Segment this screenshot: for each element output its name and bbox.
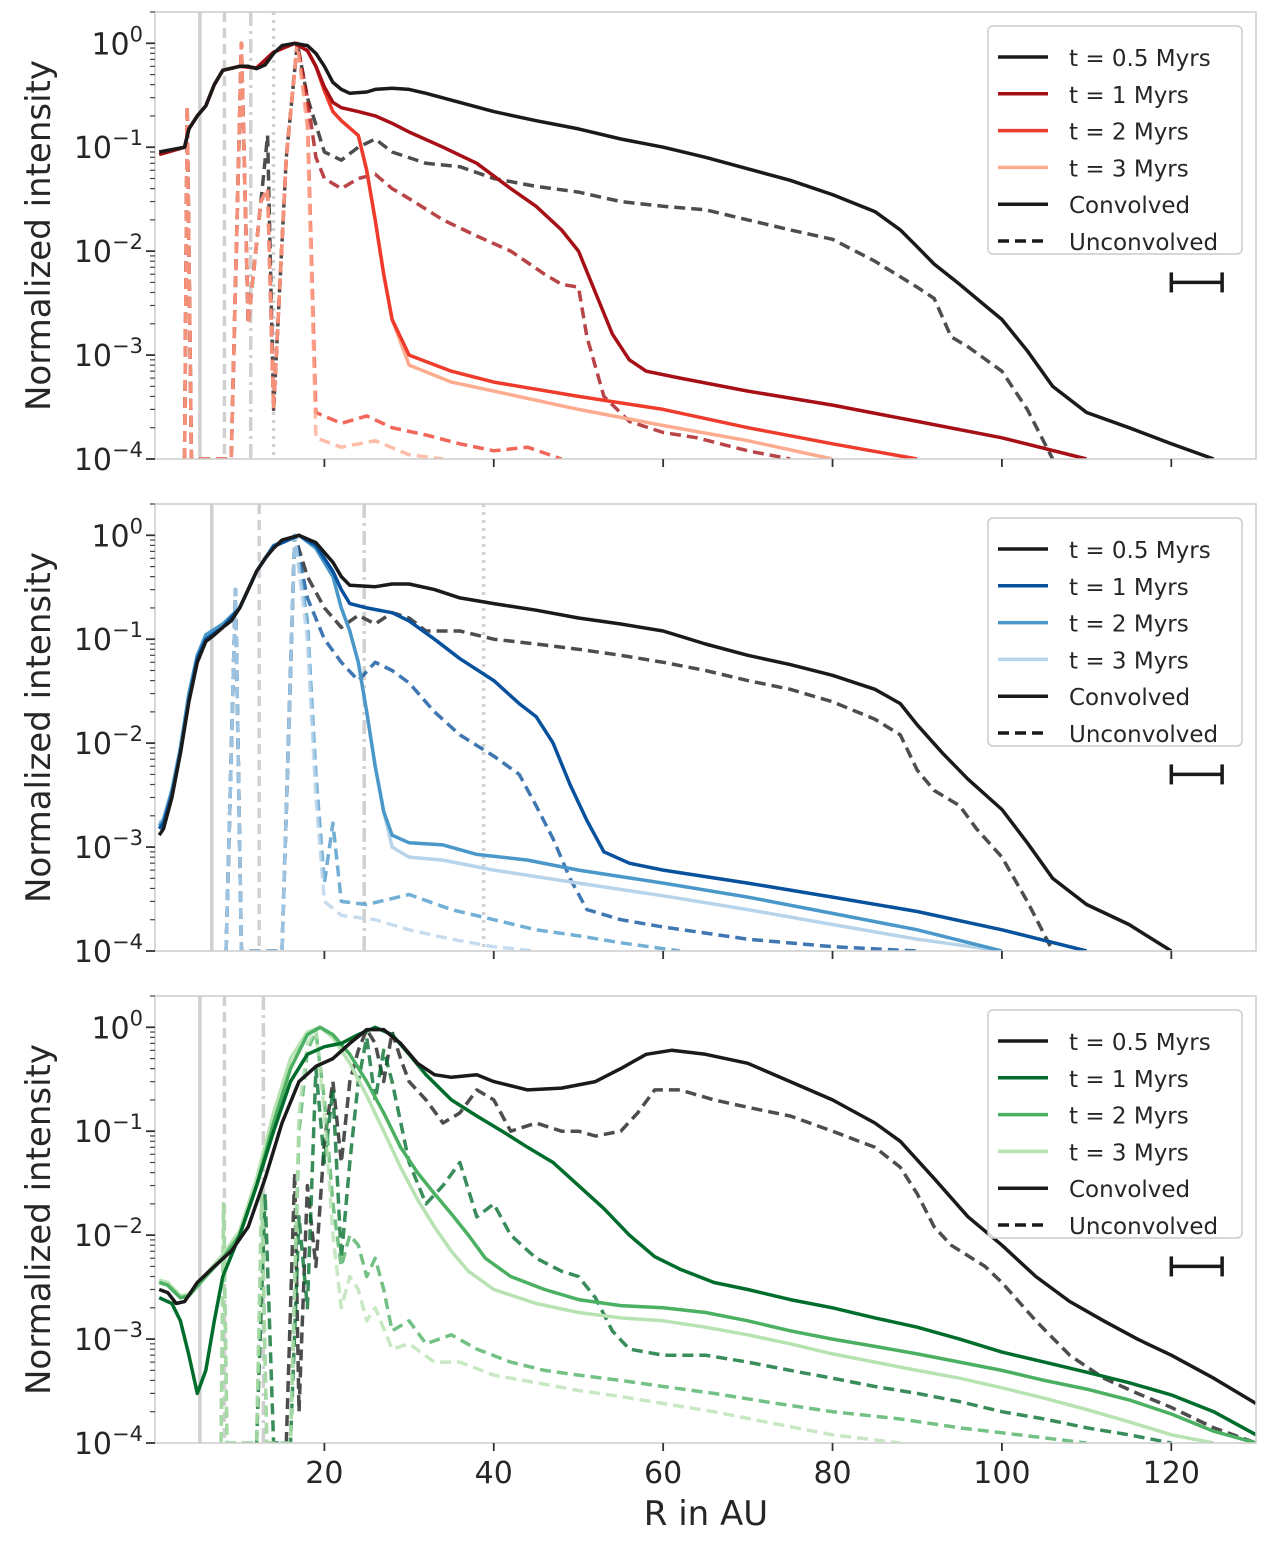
legend-entry: t = 2 Myrs (1069, 1104, 1189, 1130)
legend-entry: t = 1 Myrs (1069, 83, 1189, 109)
x-tick-label: 40 (475, 1456, 513, 1491)
panel-middle: 100 10−1 10−2 10−3 10−4 Normalized intensity t… (19, 503, 1257, 970)
legend-entry: t = 1 Myrs (1069, 1067, 1189, 1093)
panel-top: 100 10−1 10−2 10−3 10−4 Normalized intensity t… (19, 11, 1257, 478)
unconvolved-series-0 (224, 533, 1055, 951)
convolved-series-0 (157, 533, 1173, 951)
plot-area (158, 1025, 1256, 1443)
legend: t = 0.5 Myrs t = 1 Myrs t = 2 Myrs t = 3 My… (987, 25, 1243, 256)
y-tick-label: 10−1 (74, 618, 143, 658)
unconvolved-series-1 (254, 1035, 1172, 1443)
legend-entry: t = 3 Myrs (1069, 1140, 1189, 1166)
convolved-series-1 (158, 41, 1088, 459)
y-tick-label: 10−3 (74, 1318, 143, 1358)
y-tick-label: 100 (91, 1006, 143, 1046)
unconvolved-series-1 (224, 533, 918, 951)
plot-area (158, 41, 1215, 459)
y-axis-label: Normalized intensity (19, 60, 59, 411)
y-tick-label: 10−2 (74, 1214, 143, 1254)
legend-entry: Unconvolved (1069, 722, 1218, 748)
legend-entry: t = 2 Myrs (1069, 120, 1189, 146)
convolved-series-0 (158, 41, 1215, 459)
legend: t = 0.5 Myrs t = 1 Myrs t = 2 Myrs t = 3 My… (987, 1009, 1243, 1240)
axes-frame (154, 11, 1257, 460)
x-axis-label: R in AU (644, 1494, 768, 1534)
legend-entry: t = 3 Myrs (1069, 156, 1189, 182)
legend-entry: Unconvolved (1069, 1214, 1218, 1240)
plot-area (157, 533, 1173, 951)
unconvolved-series-0 (182, 41, 1055, 459)
y-minor-ticks (150, 995, 155, 1413)
legend-entry: Convolved (1069, 193, 1190, 219)
y-tick-label: 100 (91, 22, 143, 62)
x-tick-label: 60 (644, 1456, 682, 1491)
unconvolved-series-3 (219, 1027, 901, 1443)
legend-entry: t = 1 Myrs (1069, 575, 1189, 601)
y-axis-label: Normalized intensity (19, 552, 59, 903)
y-minor-ticks (150, 503, 155, 921)
unconvolved-series-2 (224, 533, 681, 951)
legend-entry: t = 2 Myrs (1069, 612, 1189, 638)
legend-entry: t = 0.5 Myrs (1069, 538, 1211, 564)
x-tick-label: 20 (305, 1456, 343, 1491)
convolved-series-0 (158, 1027, 1256, 1406)
convolved-series-3 (158, 41, 833, 459)
y-tick-label: 10−4 (74, 438, 143, 478)
y-tick-label: 10−3 (74, 334, 143, 374)
legend-entry: t = 0.5 Myrs (1069, 1030, 1211, 1056)
legend-entry: t = 3 Myrs (1069, 648, 1189, 674)
y-tick-label: 10−1 (74, 126, 143, 166)
legend-entry: Unconvolved (1069, 230, 1218, 256)
y-tick-label: 10−3 (74, 826, 143, 866)
convolved-series-1 (158, 1025, 1256, 1437)
y-tick-label: 10−2 (74, 722, 143, 762)
legend-entry: Convolved (1069, 1177, 1190, 1203)
y-tick-label: 100 (91, 514, 143, 554)
y-tick-label: 10−1 (74, 1110, 143, 1150)
unconvolved-series-2 (219, 1030, 1087, 1443)
y-axis-label: Normalized intensity (19, 1044, 59, 1395)
unconvolved-series-1 (182, 41, 791, 459)
panel-bottom: 100 10−1 10−2 10−3 10−4 20 40 60 80 100 120 Normali… (19, 995, 1257, 1491)
x-tick-label: 100 (973, 1456, 1030, 1491)
y-tick-label: 10−2 (74, 230, 143, 270)
beam-size-bar (1169, 1256, 1224, 1277)
unconvolved-series-3 (224, 533, 537, 951)
beam-size-bar (1169, 764, 1224, 785)
beam-size-bar (1169, 272, 1224, 293)
y-minor-ticks (150, 11, 155, 429)
legend-entry: t = 0.5 Myrs (1069, 46, 1211, 72)
legend: t = 0.5 Myrs t = 1 Myrs t = 2 Myrs t = 3 My… (987, 517, 1243, 748)
y-tick-label: 10−4 (74, 1422, 143, 1462)
axes-frame (154, 995, 1257, 1444)
unconvolved-series-0 (284, 1027, 1256, 1443)
unconvolved-series-3 (182, 41, 444, 459)
y-tick-label: 10−4 (74, 930, 143, 970)
unconvolved-series-2 (182, 41, 563, 459)
legend-entry: Convolved (1069, 685, 1190, 711)
axes-frame (154, 503, 1257, 952)
x-tick-label: 120 (1143, 1456, 1200, 1491)
x-tick-label: 80 (813, 1456, 851, 1491)
